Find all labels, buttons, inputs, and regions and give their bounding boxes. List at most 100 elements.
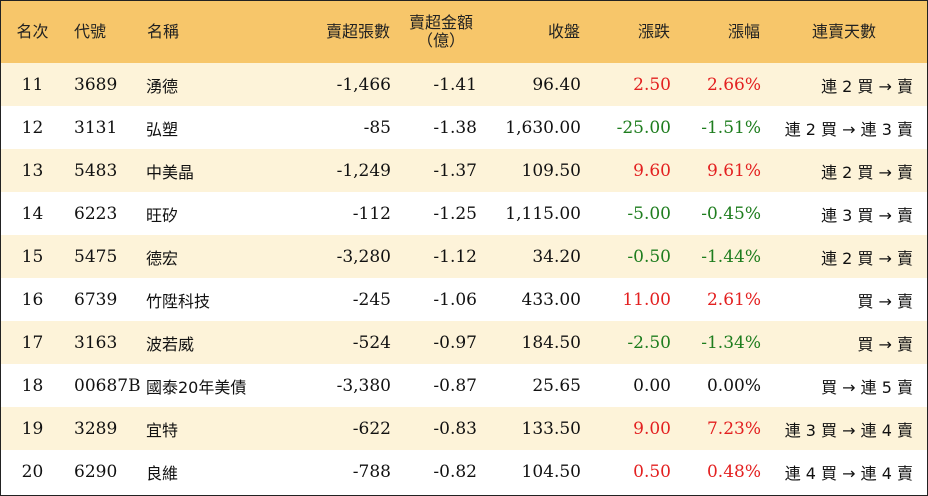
cell-close: 184.50 <box>521 332 581 353</box>
table-row[interactable]: 15 5475 德宏 -3,280 -1.12 34.20 -0.50 -1.44% 連 2 買… <box>1 235 927 278</box>
cell-rank: 12 <box>21 117 44 138</box>
cell-sell-shares: -1,249 <box>336 160 391 181</box>
cell-pct: -1.34% <box>701 332 761 353</box>
cell-sell-shares: -3,280 <box>336 246 391 267</box>
cell-name: 國泰20年美債 <box>146 377 247 397</box>
cell-rank: 19 <box>21 418 44 439</box>
cell-sell-amount: -1.06 <box>433 289 477 310</box>
cell-close: 109.50 <box>521 160 581 181</box>
header-name[interactable]: 名稱 <box>147 22 180 41</box>
cell-rank: 11 <box>21 74 44 95</box>
cell-pct: 0.48% <box>706 461 761 482</box>
cell-sell-shares: -85 <box>363 117 391 138</box>
table-row[interactable]: 17 3163 波若威 -524 -0.97 184.50 -2.50 -1.34% 買 → 賣 <box>1 321 927 364</box>
cell-close: 1,115.00 <box>505 203 581 224</box>
cell-name: 弘塑 <box>146 119 179 139</box>
cell-sell-amount: -1.41 <box>433 74 477 95</box>
cell-close: 34.20 <box>532 246 581 267</box>
cell-code: 6290 <box>74 461 118 482</box>
cell-code: 5475 <box>74 246 118 267</box>
cell-name: 波若威 <box>146 334 195 354</box>
cell-close: 433.00 <box>521 289 581 310</box>
cell-close: 96.40 <box>532 74 581 95</box>
table-row[interactable]: 14 6223 旺矽 -112 -1.25 1,115.00 -5.00 -0.45% 連 3 … <box>1 192 927 235</box>
header-code[interactable]: 代號 <box>74 22 107 41</box>
cell-code: 3689 <box>74 74 118 95</box>
cell-name: 湧德 <box>146 76 179 96</box>
cell-sell-amount: -1.25 <box>433 203 477 224</box>
cell-streak: 買 → 賣 <box>857 291 913 311</box>
cell-sell-amount: -1.12 <box>433 246 477 267</box>
cell-rank: 17 <box>21 332 44 353</box>
cell-close: 104.50 <box>521 461 581 482</box>
cell-sell-amount: -0.83 <box>433 418 477 439</box>
table-row[interactable]: 19 3289 宜特 -622 -0.83 133.50 9.00 7.23% 連 3 買 → … <box>1 407 927 450</box>
cell-name: 旺矽 <box>146 205 179 225</box>
cell-close: 25.65 <box>532 375 581 396</box>
header-sell-amount[interactable]: 賣超金額 （億） <box>391 1 491 63</box>
header-change[interactable]: 漲跌 <box>637 22 670 41</box>
table-row[interactable]: 13 5483 中美晶 -1,249 -1.37 109.50 9.60 9.61% 連 2 買… <box>1 149 927 192</box>
cell-streak: 買 → 連 5 賣 <box>821 377 913 397</box>
cell-pct: -1.51% <box>701 117 761 138</box>
cell-close: 1,630.00 <box>505 117 581 138</box>
cell-name: 竹陞科技 <box>146 291 211 311</box>
table-row[interactable]: 11 3689 湧德 -1,466 -1.41 96.40 2.50 2.66% 連 2 買 →… <box>1 63 927 106</box>
cell-rank: 18 <box>21 375 44 396</box>
cell-pct: 9.61% <box>706 160 761 181</box>
cell-streak: 買 → 賣 <box>857 334 913 354</box>
cell-rank: 20 <box>21 461 44 482</box>
table-header-row: 名次 代號 名稱 賣超張數 賣超金額 （億） 收盤 漲跌 漲幅 連賣天數 <box>1 1 927 63</box>
header-pct[interactable]: 漲幅 <box>727 22 760 41</box>
cell-pct: 2.66% <box>706 74 761 95</box>
cell-change: -5.00 <box>627 203 671 224</box>
cell-streak: 連 4 買 → 連 4 賣 <box>784 463 913 483</box>
cell-code: 3131 <box>74 117 118 138</box>
cell-rank: 13 <box>21 160 44 181</box>
cell-sell-amount: -0.97 <box>433 332 477 353</box>
cell-streak: 連 2 買 → 賣 <box>821 162 913 182</box>
cell-name: 宜特 <box>146 420 179 440</box>
cell-sell-amount: -0.87 <box>433 375 477 396</box>
cell-streak: 連 3 買 → 連 4 賣 <box>784 420 913 440</box>
cell-sell-shares: -622 <box>352 418 391 439</box>
cell-pct: -1.44% <box>701 246 761 267</box>
cell-sell-shares: -1,466 <box>336 74 391 95</box>
header-sell-amount-line2: （億） <box>416 31 465 50</box>
header-streak[interactable]: 連賣天數 <box>811 22 876 41</box>
cell-sell-shares: -3,380 <box>336 375 391 396</box>
cell-code: 6223 <box>74 203 118 224</box>
table-row[interactable]: 16 6739 竹陞科技 -245 -1.06 433.00 11.00 2.61% 買 → 賣 <box>1 278 927 321</box>
table-row[interactable]: 12 3131 弘塑 -85 -1.38 1,630.00 -25.00 -1.51% 連 2 … <box>1 106 927 149</box>
cell-code: 6739 <box>74 289 118 310</box>
cell-code: 00687B <box>74 375 141 396</box>
cell-change: 9.00 <box>633 418 671 439</box>
header-close[interactable]: 收盤 <box>547 22 580 41</box>
cell-change: 9.60 <box>633 160 671 181</box>
header-sell-amount-line1: 賣超金額 <box>408 13 473 32</box>
cell-pct: 2.61% <box>706 289 761 310</box>
cell-pct: -0.45% <box>701 203 761 224</box>
table-row[interactable]: 18 00687B 國泰20年美債 -3,380 -0.87 25.65 0.00 0.00%… <box>1 364 927 407</box>
cell-sell-shares: -112 <box>352 203 391 224</box>
cell-change: 0.00 <box>633 375 671 396</box>
cell-name: 德宏 <box>146 248 179 268</box>
cell-streak: 連 2 買 → 賣 <box>821 248 913 268</box>
cell-change: -0.50 <box>627 246 671 267</box>
cell-sell-amount: -1.37 <box>433 160 477 181</box>
cell-name: 中美晶 <box>146 162 195 182</box>
header-rank[interactable]: 名次 <box>16 22 49 41</box>
cell-code: 3289 <box>74 418 118 439</box>
cell-rank: 15 <box>21 246 44 267</box>
cell-change: 2.50 <box>633 74 671 95</box>
cell-name: 良維 <box>146 463 179 483</box>
cell-streak: 連 2 買 → 賣 <box>821 76 913 96</box>
cell-change: 11.00 <box>622 289 671 310</box>
cell-streak: 連 3 買 → 賣 <box>821 205 913 225</box>
header-sell-shares[interactable]: 賣超張數 <box>325 22 390 41</box>
cell-rank: 16 <box>21 289 44 310</box>
cell-sell-shares: -788 <box>352 461 391 482</box>
cell-sell-shares: -524 <box>352 332 391 353</box>
table-row[interactable]: 20 6290 良維 -788 -0.82 104.50 0.50 0.48% 連 4 買 → … <box>1 450 927 493</box>
cell-streak: 連 2 買 → 連 3 賣 <box>784 119 913 139</box>
